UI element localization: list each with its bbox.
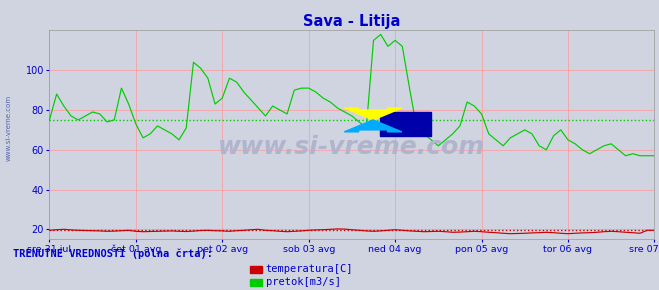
FancyArrow shape <box>344 120 402 132</box>
Text: pretok[m3/s]: pretok[m3/s] <box>266 278 341 287</box>
FancyArrow shape <box>344 108 402 120</box>
Text: TRENUTNE VREDNOSTI (polna črta):: TRENUTNE VREDNOSTI (polna črta): <box>13 248 213 259</box>
Text: www.si-vreme.com: www.si-vreme.com <box>218 135 486 160</box>
Text: www.si-vreme.com: www.si-vreme.com <box>5 95 11 161</box>
Title: Sava - Litija: Sava - Litija <box>303 14 401 29</box>
Bar <box>380 112 431 136</box>
Text: temperatura[C]: temperatura[C] <box>266 264 353 274</box>
